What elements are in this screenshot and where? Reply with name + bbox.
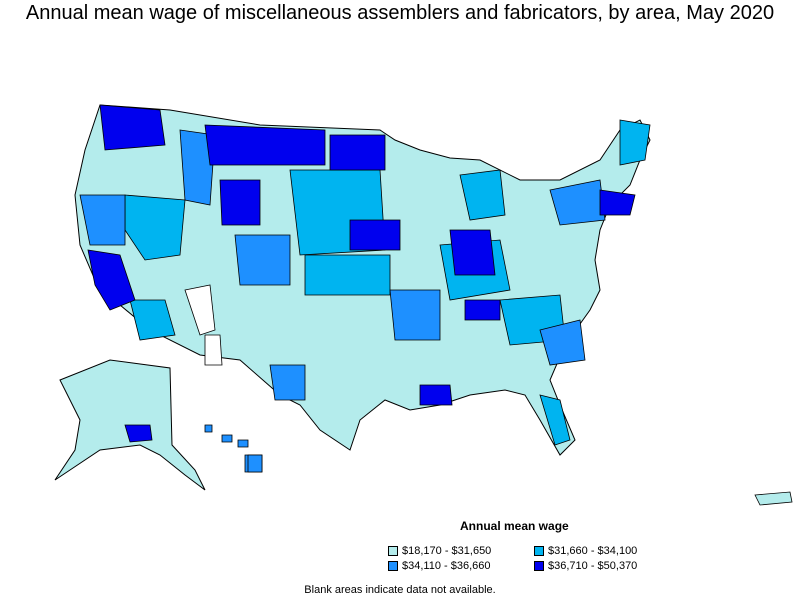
map-area-montana xyxy=(204,124,326,166)
alaska-dark-area xyxy=(124,424,153,443)
map-area-northeast xyxy=(549,179,606,226)
map-area-texas-west xyxy=(269,364,306,401)
legend-swatch-3 xyxy=(388,561,398,571)
map-title: Annual mean wage of miscellaneous assemb… xyxy=(25,2,775,24)
legend-item-3: $34,110 - $36,660 xyxy=(388,560,490,572)
map-area-carolinas xyxy=(539,319,586,366)
hawaii-island-3 xyxy=(237,439,249,448)
map-area-pacific-nw xyxy=(79,194,126,246)
map-area-new-england xyxy=(619,119,651,166)
map-area-gulf-coast xyxy=(419,384,453,406)
legend-item-2: $31,660 - $34,100 xyxy=(534,545,637,557)
map-area-southwest xyxy=(129,299,176,341)
hawaii-island-2 xyxy=(221,434,233,443)
map-area-arizona-blank xyxy=(204,334,223,366)
legend-item-4: $36,710 - $50,370 xyxy=(534,560,637,572)
map-area-colorado xyxy=(234,234,291,286)
map-area-great-lakes xyxy=(459,169,506,221)
map-area-tennessee xyxy=(464,299,501,321)
map-area-wyoming xyxy=(219,179,261,226)
map-area-north-dakota xyxy=(329,134,386,171)
legend-label-2: $31,660 - $34,100 xyxy=(548,545,638,557)
legend-label-1: $18,170 - $31,650 xyxy=(402,545,492,557)
region-cyan xyxy=(124,119,651,446)
map-area-iowa xyxy=(349,219,401,251)
map-area-florida xyxy=(539,394,571,446)
map-area-nevada-blank xyxy=(184,284,216,336)
region-no-data xyxy=(184,284,223,366)
hawaii-island-4 xyxy=(247,454,263,473)
hawaii-islands xyxy=(204,424,263,473)
map-area-massachusetts xyxy=(599,189,636,216)
hawaii-island-1 xyxy=(204,424,213,433)
legend-label-3: $34,110 - $36,660 xyxy=(402,560,491,572)
legend-title: Annual mean wage xyxy=(460,519,569,533)
map-area-california xyxy=(87,249,136,311)
legend-item-1: $18,170 - $31,650 xyxy=(388,545,491,557)
no-data-note: Blank areas indicate data not available. xyxy=(304,584,496,596)
region-dark-blue xyxy=(87,104,636,441)
legend-swatch-2 xyxy=(534,546,544,556)
map-area-illinois xyxy=(449,229,496,276)
map-area-kansas xyxy=(304,254,391,296)
legend-swatch-1 xyxy=(388,546,398,556)
map-area-washington xyxy=(99,104,166,151)
legend-swatch-4 xyxy=(534,561,544,571)
map-area-southern-midwest xyxy=(389,289,441,341)
puerto-rico-shape xyxy=(754,491,793,506)
map-area-idaho xyxy=(179,129,216,206)
legend-label-4: $36,710 - $50,370 xyxy=(548,560,638,572)
